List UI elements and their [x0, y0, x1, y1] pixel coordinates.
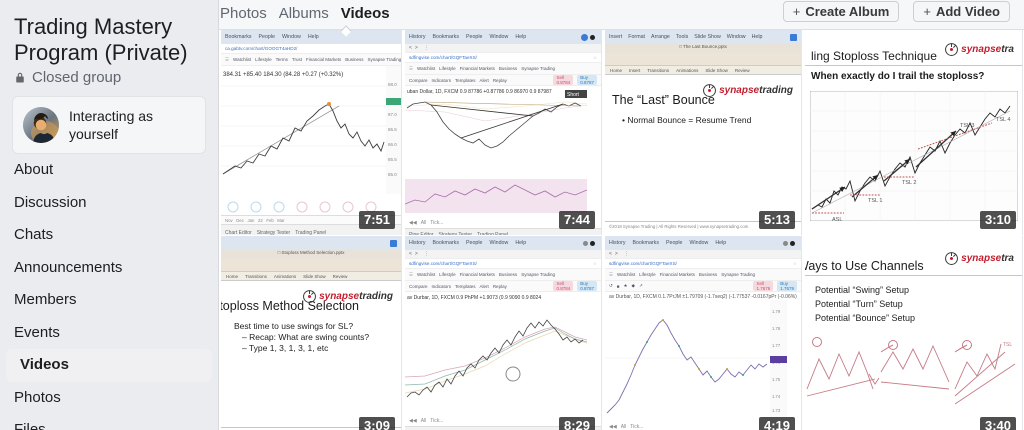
svg-text:1.73: 1.73	[772, 408, 781, 413]
svg-text:ASL: ASL	[832, 217, 842, 221]
svg-text:86.5: 86.5	[388, 127, 397, 132]
svg-text:1.74: 1.74	[772, 394, 781, 399]
svg-text:TSL: TSL	[1003, 342, 1012, 348]
svg-text:TSL 1: TSL 1	[868, 198, 882, 204]
svg-text:88.0: 88.0	[388, 82, 397, 87]
svg-text:85.0: 85.0	[388, 172, 397, 177]
svg-text:TSL 4: TSL 4	[996, 117, 1010, 123]
svg-text:1.77: 1.77	[772, 343, 781, 348]
svg-text:384.31 +85.40 184.30 (84.2: 384.31 +85.40 184.30 (84.28 +0.27 (+0.32…	[223, 72, 343, 78]
svg-text:Short: Short	[567, 92, 580, 98]
svg-text:1.75: 1.75	[772, 377, 781, 382]
svg-text:86.0: 86.0	[388, 142, 397, 147]
svg-text:uban Dollar, 1D, FXCM 0.9 87: uban Dollar, 1D, FXCM 0.9 87786 +0.87786…	[407, 89, 552, 95]
svg-text:av Durbar, 1D, FXCM 0.9 PhPM: av Durbar, 1D, FXCM 0.9 PhPM +1.9073 (0.…	[407, 295, 541, 301]
svg-text:1.79: 1.79	[772, 309, 781, 314]
svg-text:1.78: 1.78	[772, 326, 781, 331]
svg-text:TSL 2: TSL 2	[902, 180, 916, 186]
svg-text:85.5: 85.5	[388, 157, 397, 162]
svg-text:TSL 3: TSL 3	[960, 123, 974, 129]
svg-text:87.0: 87.0	[388, 112, 397, 117]
